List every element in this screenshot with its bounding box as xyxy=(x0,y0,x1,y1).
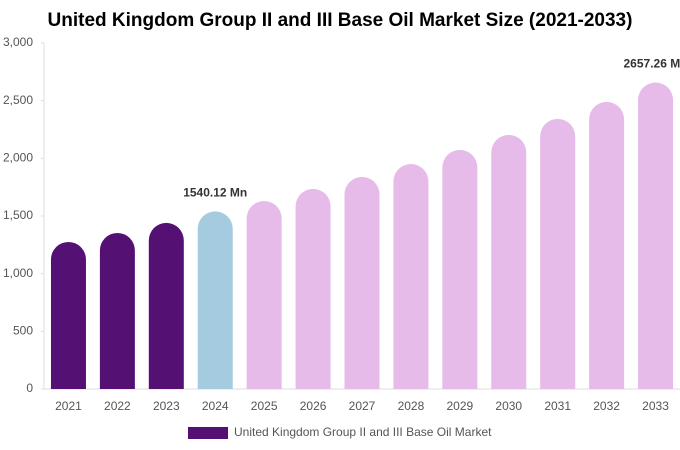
chart-title: United Kingdom Group II and III Base Oil… xyxy=(48,10,633,31)
bar xyxy=(295,188,331,389)
x-tick-label: 2031 xyxy=(544,399,571,413)
y-tick-label: 3,000 xyxy=(3,35,33,49)
bar xyxy=(540,118,576,389)
x-tick-label: 2028 xyxy=(398,399,425,413)
bar xyxy=(246,201,282,389)
x-tick-label: 2027 xyxy=(349,399,376,413)
x-tick-label: 2024 xyxy=(202,399,229,413)
bar xyxy=(442,149,478,389)
x-tick-label: 2025 xyxy=(251,399,278,413)
bar xyxy=(50,241,86,389)
bar xyxy=(148,222,184,389)
y-tick-label: 1,500 xyxy=(3,208,33,222)
bar xyxy=(589,101,625,389)
x-tick-label: 2021 xyxy=(55,399,82,413)
bar xyxy=(638,82,674,389)
legend-label: United Kingdom Group II and III Base Oil… xyxy=(234,425,492,439)
bar xyxy=(491,134,527,389)
bar xyxy=(393,163,429,389)
x-tick-label: 2023 xyxy=(153,399,180,413)
x-tick-label: 2033 xyxy=(642,399,669,413)
y-tick-label: 2,000 xyxy=(3,151,33,165)
y-tick-label: 1,000 xyxy=(3,266,33,280)
bar xyxy=(344,176,380,389)
value-label: 2657.26 Mn xyxy=(624,57,680,71)
x-tick-label: 2029 xyxy=(446,399,473,413)
value-label: 1540.12 Mn xyxy=(183,186,247,200)
x-tick-label: 2032 xyxy=(593,399,620,413)
y-tick-label: 0 xyxy=(26,381,33,395)
y-tick-label: 500 xyxy=(13,324,33,338)
x-tick-label: 2022 xyxy=(104,399,131,413)
bar xyxy=(99,232,135,389)
bar xyxy=(197,211,233,389)
legend-swatch xyxy=(188,427,228,439)
x-tick-label: 2030 xyxy=(495,399,522,413)
y-tick-label: 2,500 xyxy=(3,93,33,107)
x-tick-label: 2026 xyxy=(300,399,327,413)
